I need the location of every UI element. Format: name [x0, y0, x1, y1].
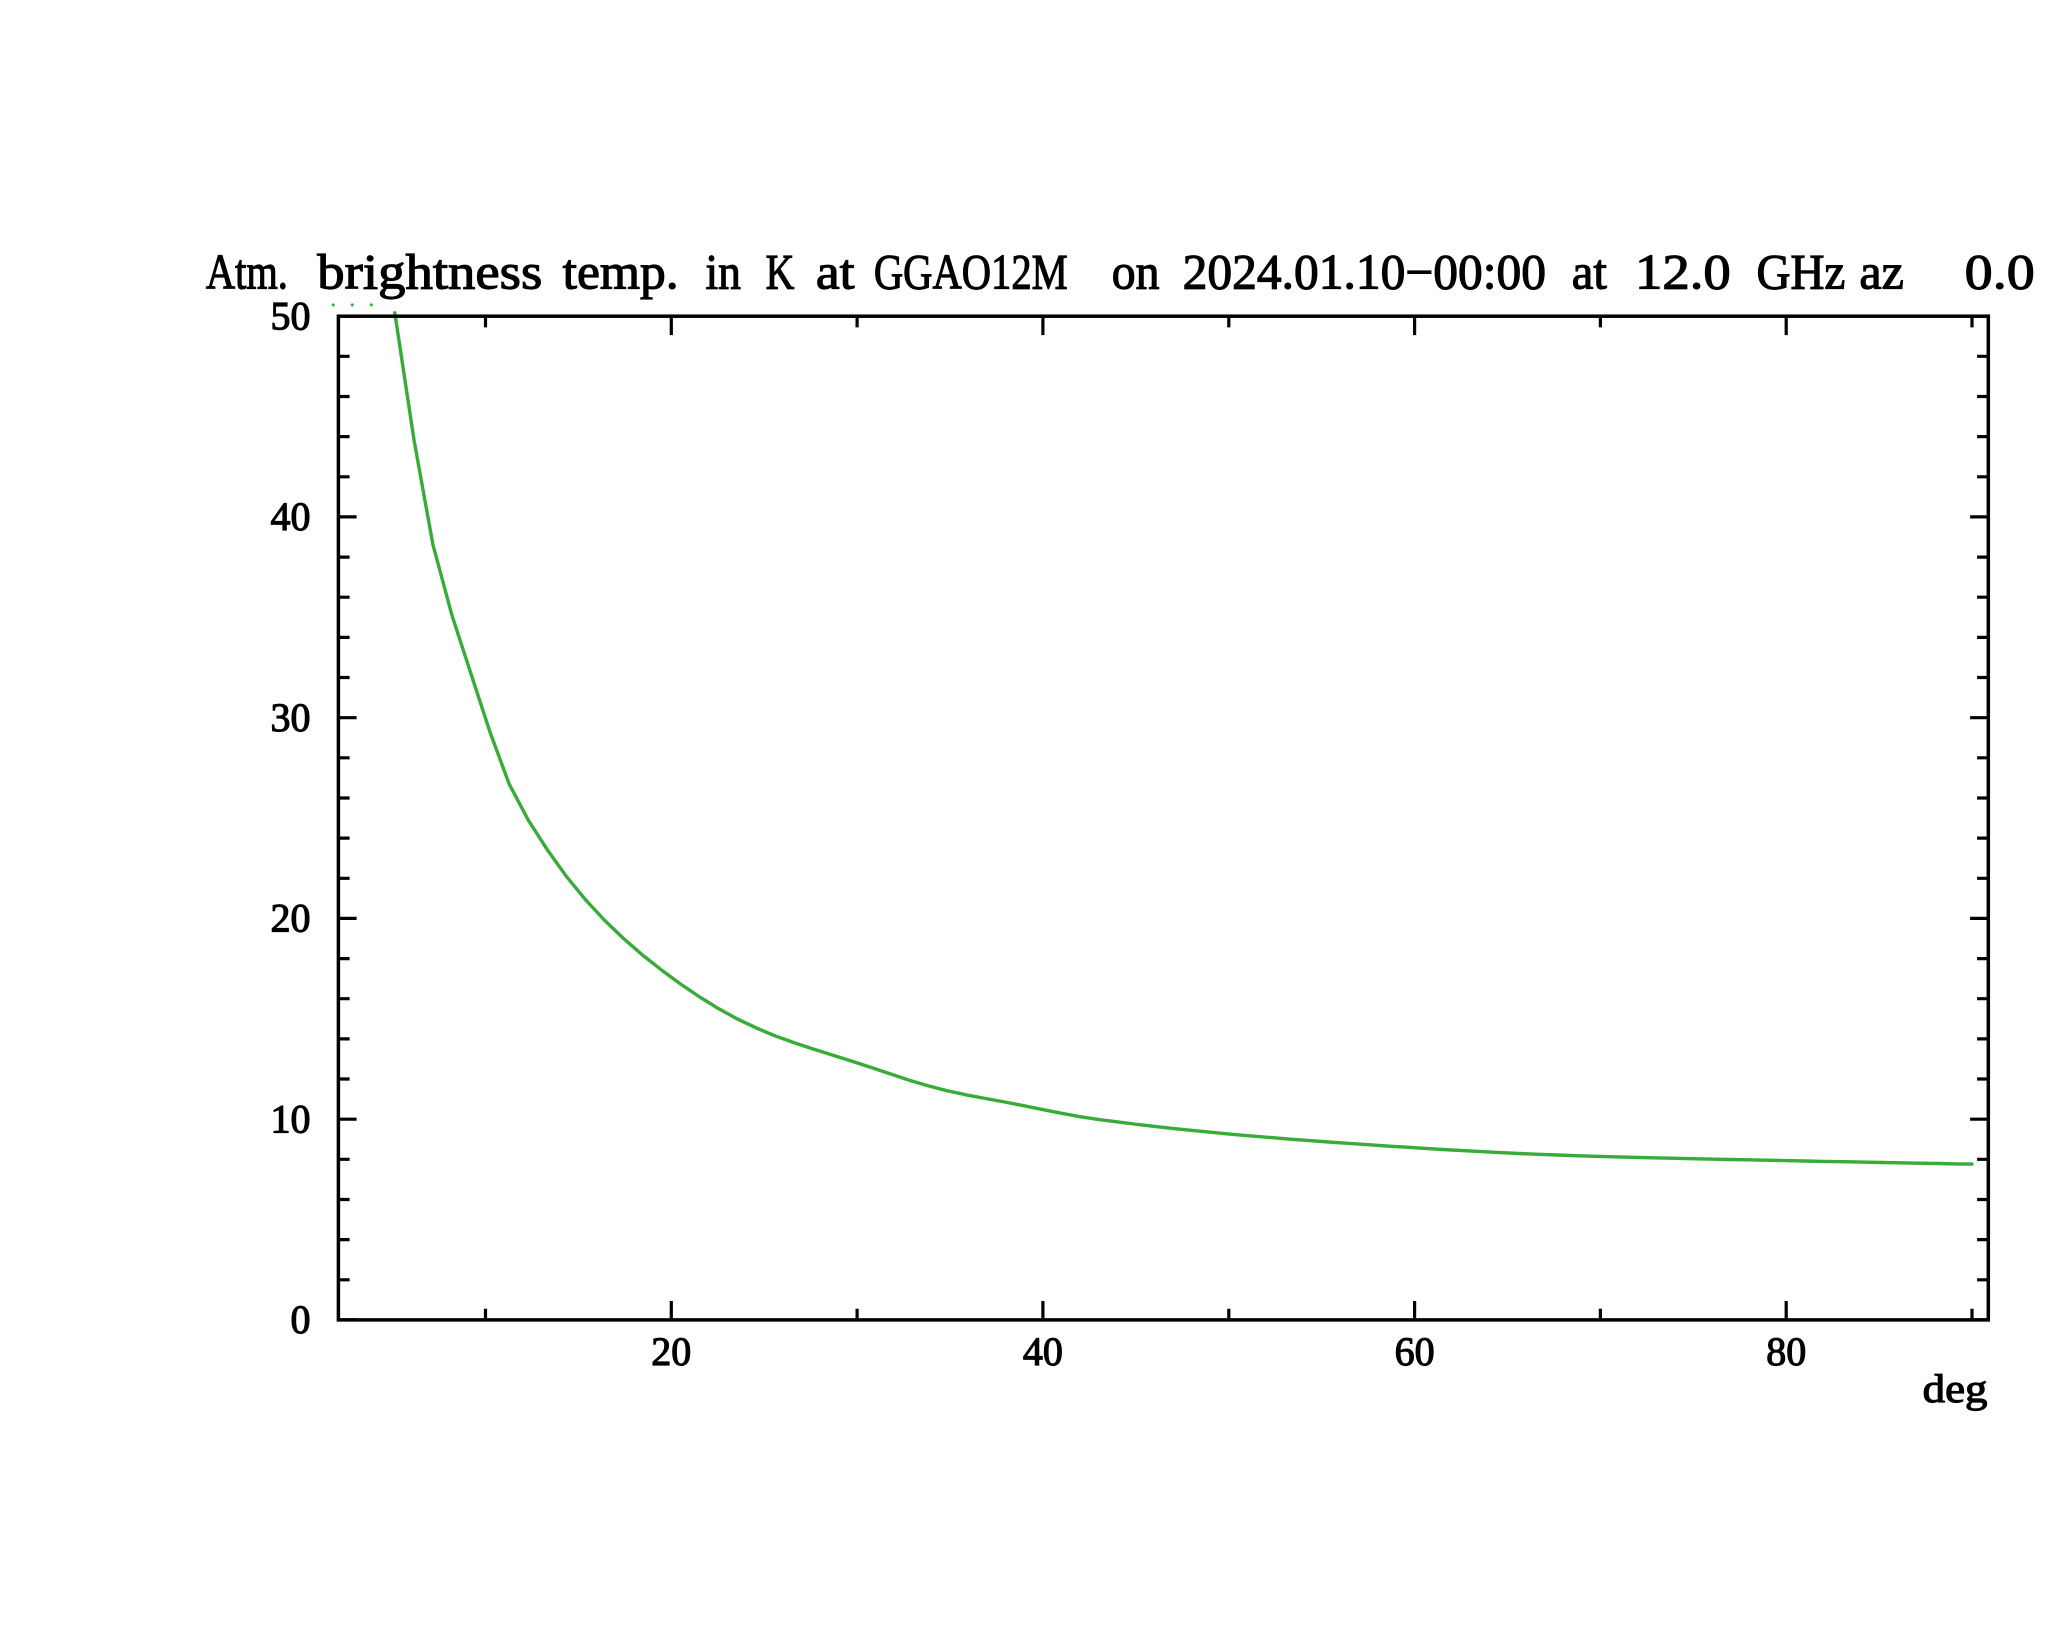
svg-text:on: on: [1112, 245, 1160, 300]
svg-text:80: 80: [1766, 1329, 1806, 1374]
svg-text:at: at: [1572, 245, 1607, 300]
svg-text:GHz: GHz: [1757, 245, 1846, 300]
svg-text:GGAO12M: GGAO12M: [874, 245, 1068, 300]
svg-text:40: 40: [271, 494, 311, 539]
svg-text:Atm.: Atm.: [206, 245, 288, 300]
svg-text:20: 20: [651, 1329, 691, 1374]
svg-text:in: in: [706, 245, 741, 300]
svg-text:50: 50: [271, 293, 311, 338]
svg-text:30: 30: [271, 695, 311, 740]
svg-text:az: az: [1859, 245, 1904, 300]
svg-text:at: at: [816, 245, 855, 300]
svg-text:brightness: brightness: [317, 245, 542, 300]
svg-text:0: 0: [291, 1297, 311, 1342]
svg-text:40: 40: [1023, 1329, 1063, 1374]
svg-text:12.0: 12.0: [1635, 245, 1731, 300]
svg-text:K: K: [766, 245, 795, 300]
svg-text:10: 10: [271, 1096, 311, 1141]
svg-text:60: 60: [1395, 1329, 1435, 1374]
svg-text:deg: deg: [1923, 1366, 1988, 1411]
svg-text:20: 20: [271, 896, 311, 941]
svg-text:temp.: temp.: [563, 245, 679, 300]
svg-text:0.0: 0.0: [1965, 245, 2035, 300]
svg-text:2024.01.10−00:00: 2024.01.10−00:00: [1183, 245, 1546, 300]
